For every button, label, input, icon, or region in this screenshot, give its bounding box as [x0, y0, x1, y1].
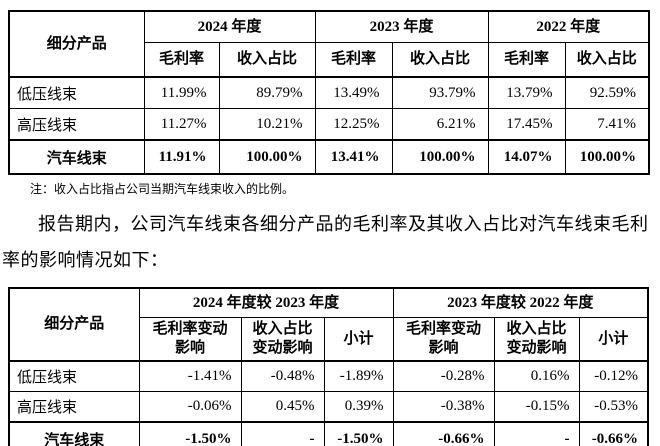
value-cell: -1.41% [138, 360, 242, 392]
value-cell: -0.48% [240, 360, 325, 392]
value-cell: 89.79% [218, 76, 316, 109]
value-cell: 13.79% [487, 76, 566, 109]
value-cell: -1.89% [323, 360, 394, 392]
table1-subheader-share: 收入占比 [218, 42, 316, 78]
table1-year-2022: 2022 年度 [487, 10, 650, 43]
value-cell: -0.06% [138, 391, 242, 423]
value-cell: 11.27% [143, 108, 220, 141]
value-cell: 14.07% [487, 139, 566, 175]
table1-subheader-share: 收入占比 [391, 42, 489, 78]
value-cell: 0.39% [323, 391, 394, 423]
table2-period-2024-vs-2023: 2024 年度较 2023 年度 [138, 287, 394, 318]
value-cell: -0.38% [392, 391, 495, 423]
table1-product-header: 细分产品 [8, 10, 145, 78]
table1-subheader-margin: 毛利率 [143, 42, 220, 78]
value-cell: 10.21% [218, 108, 316, 141]
table-total-row: 汽车线束 11.91% 100.00% 13.41% 100.00% 14.07… [8, 139, 650, 175]
value-cell: -0.66% [392, 421, 495, 446]
product-cell: 高压线束 [8, 108, 145, 141]
body-paragraph: 报告期内，公司汽车线束各细分产品的毛利率及其收入占比对汽车线束毛利率的影响情况如… [2, 214, 649, 270]
value-cell: -0.53% [578, 391, 649, 423]
product-cell: 汽车线束 [8, 139, 145, 175]
table2-subheader-subtotal: 小计 [323, 317, 394, 362]
value-cell: -1.50% [323, 421, 394, 446]
table-row: 低压线束 11.99% 89.79% 13.49% 93.79% 13.79% … [8, 76, 650, 109]
value-cell: 7.41% [564, 108, 650, 141]
value-cell: - [240, 421, 325, 446]
value-cell: 13.49% [314, 76, 393, 109]
table2-product-header: 细分产品 [8, 287, 140, 362]
table2-subheader-share-impact: 收入占比 变动影响 [240, 317, 325, 362]
value-cell: 11.91% [143, 139, 220, 175]
table1-subheader-share: 收入占比 [564, 42, 650, 78]
product-cell: 汽车线束 [8, 421, 140, 446]
product-cell: 低压线束 [8, 76, 145, 109]
value-cell: 92.59% [564, 76, 650, 109]
table-total-row: 汽车线束 -1.50% - -1.50% -0.66% - -0.66% [8, 421, 649, 446]
value-cell: 0.45% [240, 391, 325, 423]
table2-header-row-metrics: 毛利率变动 影响 收入占比 变动影响 小计 毛利率变动 影响 收入占比 变动影响… [9, 317, 649, 362]
value-cell: -0.28% [392, 360, 495, 392]
table-row: 高压线束 11.27% 10.21% 12.25% 6.21% 17.45% 7… [8, 108, 650, 141]
product-cell: 高压线束 [8, 391, 140, 423]
value-cell: -1.50% [138, 421, 242, 446]
value-cell: 12.25% [314, 108, 393, 141]
table-row: 低压线束 -1.41% -0.48% -1.89% -0.28% 0.16% -… [8, 360, 649, 392]
value-cell: 93.79% [391, 76, 489, 109]
value-cell: 100.00% [391, 139, 489, 175]
value-cell: 13.41% [314, 139, 393, 175]
table1-subheader-margin: 毛利率 [487, 42, 566, 78]
table2-header-row-periods: 细分产品 2024 年度较 2023 年度 2023 年度较 2022 年度 [8, 287, 649, 362]
value-cell: 17.45% [487, 108, 566, 141]
table1-year-2023: 2023 年度 [314, 10, 489, 43]
value-cell: 6.21% [391, 108, 489, 141]
value-cell: -0.15% [493, 391, 580, 423]
value-cell: - [493, 421, 580, 446]
table1-year-2024: 2024 年度 [143, 10, 316, 43]
table2-subheader-share-impact: 收入占比 变动影响 [493, 317, 580, 362]
table2-subheader-subtotal: 小计 [578, 317, 649, 362]
table2-period-2023-vs-2022: 2023 年度较 2022 年度 [392, 287, 649, 318]
margin-revenue-table: 细分产品 2024 年度 2023 年度 2022 年度 毛利率 收入占比 毛利… [8, 10, 651, 175]
table-row: 高压线束 -0.06% 0.45% 0.39% -0.38% -0.15% -0… [8, 391, 649, 423]
table2-subheader-margin-impact: 毛利率变动 影响 [138, 317, 242, 362]
document-page: 细分产品 2024 年度 2023 年度 2022 年度 毛利率 收入占比 毛利… [0, 10, 660, 446]
margin-impact-table: 细分产品 2024 年度较 2023 年度 2023 年度较 2022 年度 毛… [8, 287, 650, 446]
value-cell: 100.00% [218, 139, 316, 175]
table1-header-row-metrics: 毛利率 收入占比 毛利率 收入占比 毛利率 收入占比 [9, 42, 650, 78]
table1-header-row-years: 细分产品 2024 年度 2023 年度 2022 年度 [8, 10, 650, 78]
table1-subheader-margin: 毛利率 [314, 42, 393, 78]
value-cell: -0.66% [578, 421, 649, 446]
table2-subheader-margin-impact: 毛利率变动 影响 [392, 317, 495, 362]
product-cell: 低压线束 [8, 360, 140, 392]
value-cell: -0.12% [578, 360, 649, 392]
value-cell: 0.16% [493, 360, 580, 392]
value-cell: 11.99% [143, 76, 220, 109]
table-footnote: 注：收入占比指占公司当期汽车线束收入的比例。 [30, 182, 295, 196]
value-cell: 100.00% [564, 139, 650, 175]
